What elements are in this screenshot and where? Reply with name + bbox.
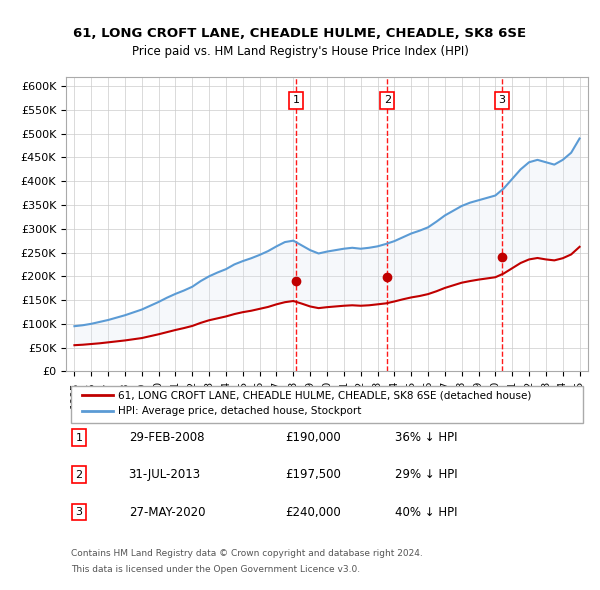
Text: 40% ↓ HPI: 40% ↓ HPI (395, 506, 457, 519)
Text: Contains HM Land Registry data © Crown copyright and database right 2024.: Contains HM Land Registry data © Crown c… (71, 549, 423, 558)
Text: 1: 1 (293, 96, 299, 106)
Text: 61, LONG CROFT LANE, CHEADLE HULME, CHEADLE, SK8 6SE: 61, LONG CROFT LANE, CHEADLE HULME, CHEA… (73, 27, 527, 40)
Text: 3: 3 (499, 96, 506, 106)
Text: 27-MAY-2020: 27-MAY-2020 (128, 506, 205, 519)
Text: 3: 3 (76, 507, 83, 517)
Text: 1: 1 (76, 432, 83, 442)
Text: HPI: Average price, detached house, Stockport: HPI: Average price, detached house, Stoc… (118, 406, 362, 415)
Text: 31-JUL-2013: 31-JUL-2013 (128, 468, 201, 481)
Text: £197,500: £197,500 (285, 468, 341, 481)
Text: This data is licensed under the Open Government Licence v3.0.: This data is licensed under the Open Gov… (71, 565, 361, 575)
Text: Price paid vs. HM Land Registry's House Price Index (HPI): Price paid vs. HM Land Registry's House … (131, 45, 469, 58)
Text: £240,000: £240,000 (285, 506, 341, 519)
Text: 2: 2 (383, 96, 391, 106)
Text: 29-FEB-2008: 29-FEB-2008 (128, 431, 204, 444)
Text: 2: 2 (76, 470, 83, 480)
Text: 36% ↓ HPI: 36% ↓ HPI (395, 431, 457, 444)
Text: 61, LONG CROFT LANE, CHEADLE HULME, CHEADLE, SK8 6SE (detached house): 61, LONG CROFT LANE, CHEADLE HULME, CHEA… (118, 390, 532, 400)
Text: £190,000: £190,000 (285, 431, 341, 444)
Text: 29% ↓ HPI: 29% ↓ HPI (395, 468, 457, 481)
FancyBboxPatch shape (71, 386, 583, 423)
